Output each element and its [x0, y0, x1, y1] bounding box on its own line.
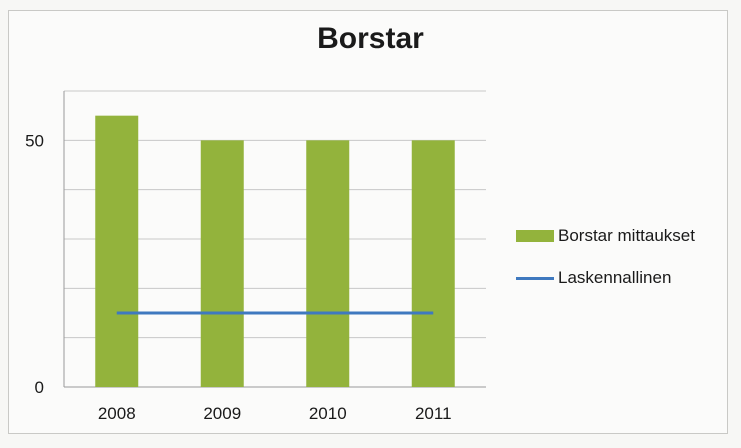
bar-2010 — [306, 140, 350, 387]
chart-title: Borstar — [317, 22, 424, 55]
bar-2011 — [411, 140, 455, 387]
legend-label-line: Laskennallinen — [558, 268, 672, 287]
legend-item-line: Laskennallinen — [516, 264, 695, 292]
x-tick-label: 2010 — [309, 404, 347, 423]
y-tick-label: 50 — [25, 131, 44, 150]
bar-2008 — [95, 115, 139, 388]
chart-legend: Borstar mittaukset Laskennallinen — [516, 222, 695, 306]
legend-item-bars: Borstar mittaukset — [516, 222, 695, 250]
legend-label-bars: Borstar mittaukset — [558, 226, 695, 245]
x-tick-label: 2009 — [203, 404, 241, 423]
y-tick-label: 0 — [35, 378, 44, 397]
x-tick-label: 2008 — [98, 404, 136, 423]
legend-line-swatch — [516, 276, 554, 280]
legend-bar-swatch — [516, 230, 554, 242]
x-tick-label: 2011 — [415, 404, 452, 423]
bar-2009 — [200, 140, 244, 387]
